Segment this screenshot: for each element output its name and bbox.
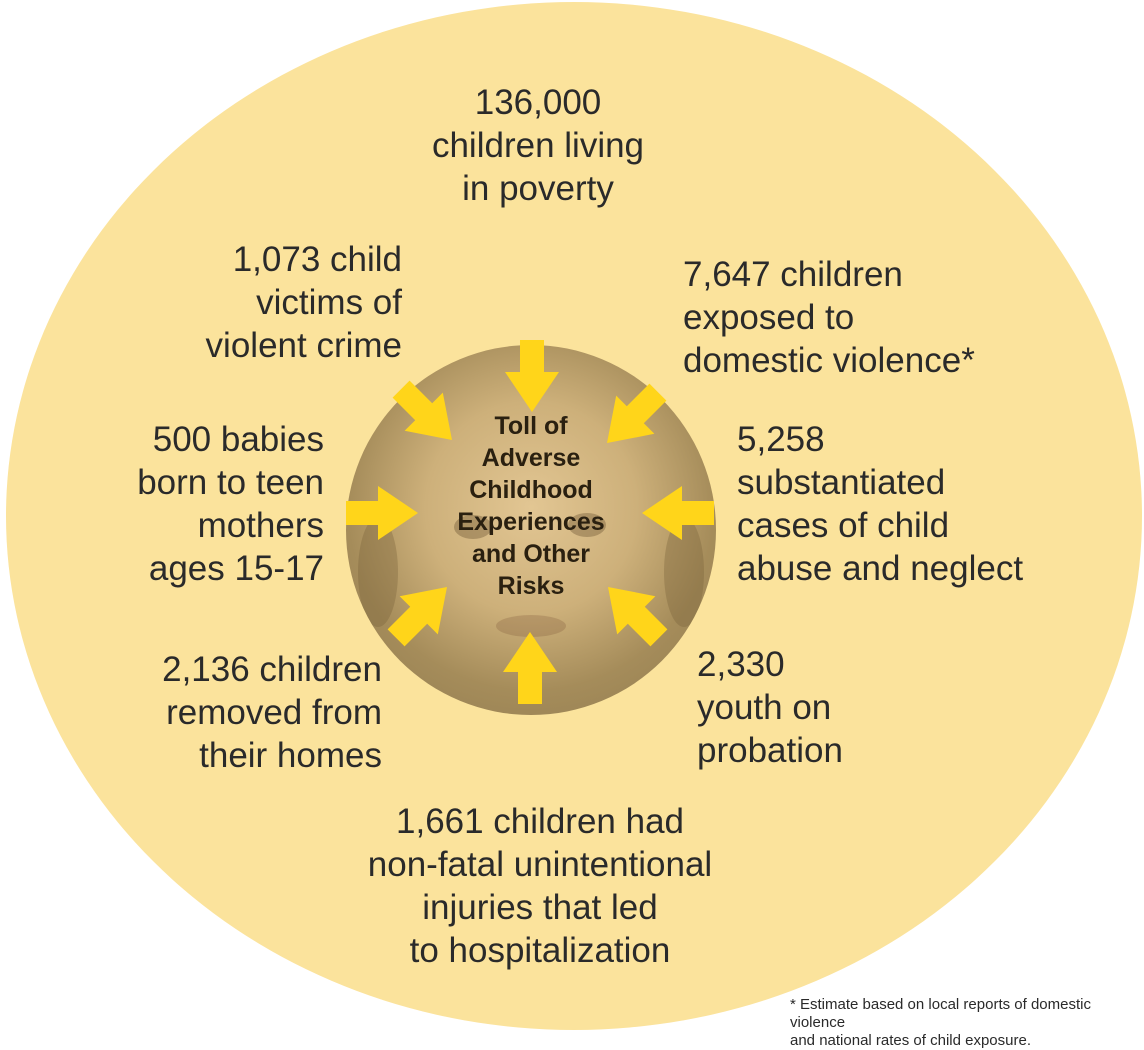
label-injuries: 1,661 children had non-fatal unintention… (367, 802, 713, 970)
photo-eye-right (568, 513, 606, 537)
label-removed: 2,136 children removed from their homes (162, 650, 382, 775)
photo-eye-left (454, 515, 492, 539)
label-abuse-neglect: 5,258 substantiated cases of child abuse… (737, 420, 1024, 588)
center-title: Toll of Adverse Childhood Experiences an… (457, 412, 605, 600)
photo-mouth (496, 615, 566, 637)
label-teen-mothers: 500 babies born to teen mothers ages 15-… (137, 420, 324, 588)
footnote: * Estimate based on local reports of dom… (790, 996, 1091, 1049)
photo-ear-right (664, 517, 704, 627)
label-violent-crime: 1,073 child victims of violent crime (205, 240, 402, 365)
arrow-left (346, 486, 418, 540)
arrow-bottom (503, 632, 557, 704)
label-poverty: 136,000 children living in poverty (431, 83, 645, 208)
label-domestic-violence: 7,647 children exposed to domestic viole… (683, 255, 975, 380)
arrow-right (642, 486, 714, 540)
arrow-top (505, 340, 559, 412)
label-probation: 2,330 youth on probation (697, 645, 843, 770)
